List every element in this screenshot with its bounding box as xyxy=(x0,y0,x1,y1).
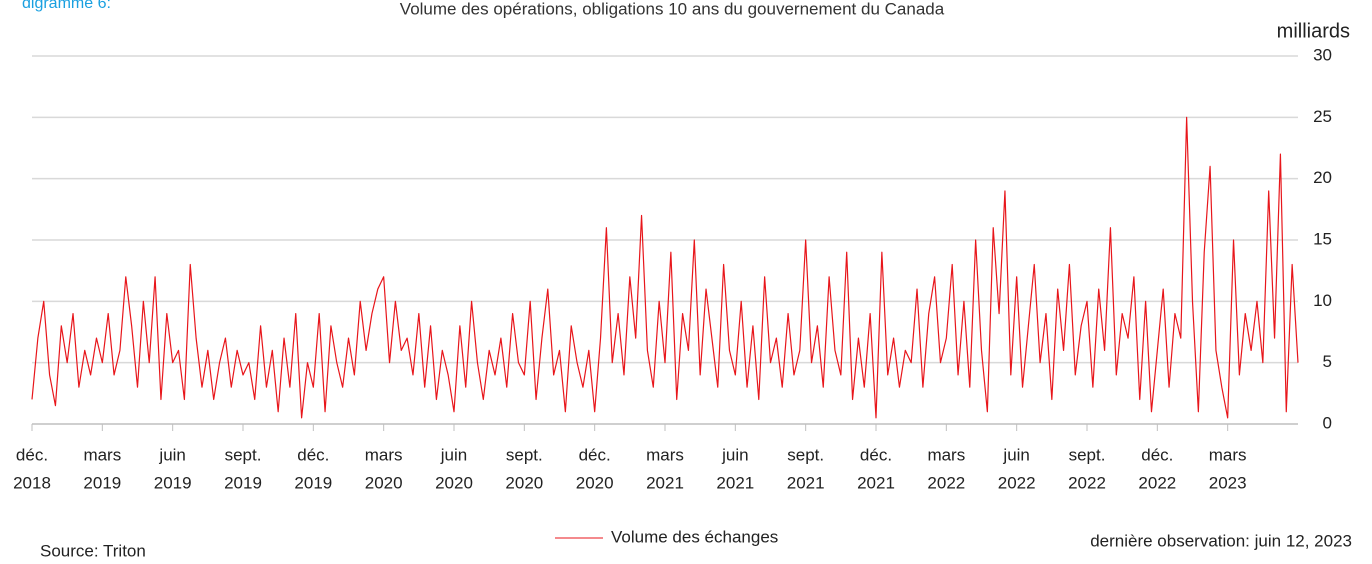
y-tick-label: 25 xyxy=(1313,107,1332,126)
y-tick-label: 10 xyxy=(1313,291,1332,310)
x-tick-label: déc. xyxy=(860,445,892,464)
x-tick-label: 2020 xyxy=(365,473,403,492)
x-tick-label: 2021 xyxy=(857,473,895,492)
x-tick-label: déc. xyxy=(1141,445,1173,464)
x-tick-label: déc. xyxy=(297,445,329,464)
x-tick-label: 2020 xyxy=(505,473,543,492)
x-tick-label: 2022 xyxy=(998,473,1036,492)
x-tick-label: mars xyxy=(646,445,684,464)
y-tick-label: 15 xyxy=(1313,229,1332,248)
x-tick-label: 2020 xyxy=(576,473,614,492)
x-tick-label: juin xyxy=(158,445,185,464)
chart-title: Volume des opérations, obligations 10 an… xyxy=(400,0,945,18)
x-tick-label: mars xyxy=(927,445,965,464)
x-tick-label: 2018 xyxy=(13,473,51,492)
x-tick-label: 2020 xyxy=(435,473,473,492)
x-tick-label: 2022 xyxy=(1068,473,1106,492)
x-tick-label: 2022 xyxy=(927,473,965,492)
x-tick-label: juin xyxy=(440,445,467,464)
x-tick-label: mars xyxy=(365,445,403,464)
note: dernière observation: juin 12, 2023 xyxy=(1090,531,1352,550)
y-tick-label: 0 xyxy=(1323,413,1332,432)
x-tick-label: sept. xyxy=(1069,445,1106,464)
x-tick-label: sept. xyxy=(787,445,824,464)
x-tick-label: 2022 xyxy=(1138,473,1176,492)
x-tick-label: 2019 xyxy=(83,473,121,492)
x-tick-label: 2023 xyxy=(1209,473,1247,492)
x-tick-label: 2021 xyxy=(716,473,754,492)
x-tick-label: juin xyxy=(721,445,748,464)
x-tick-label: 2021 xyxy=(646,473,684,492)
x-tick-label: sept. xyxy=(225,445,262,464)
y-unit: milliards xyxy=(1277,20,1350,42)
x-tick-label: sept. xyxy=(506,445,543,464)
series-line xyxy=(31,116,1299,419)
x-tick-label: mars xyxy=(1209,445,1247,464)
y-tick-label: 30 xyxy=(1313,45,1332,64)
legend-label: Volume des échanges xyxy=(611,527,778,546)
x-tick-label: 2019 xyxy=(294,473,332,492)
x-tick-label: 2019 xyxy=(154,473,192,492)
y-tick-label: 20 xyxy=(1313,168,1332,187)
figure-label: digramme 6: xyxy=(22,0,111,12)
x-tick-label: déc. xyxy=(579,445,611,464)
x-tick-label: 2019 xyxy=(224,473,262,492)
x-tick-label: juin xyxy=(1002,445,1029,464)
source: Source: Triton xyxy=(40,541,146,560)
x-tick-label: déc. xyxy=(16,445,48,464)
x-tick-label: mars xyxy=(83,445,121,464)
y-tick-label: 5 xyxy=(1323,352,1332,371)
x-tick-label: 2021 xyxy=(787,473,825,492)
